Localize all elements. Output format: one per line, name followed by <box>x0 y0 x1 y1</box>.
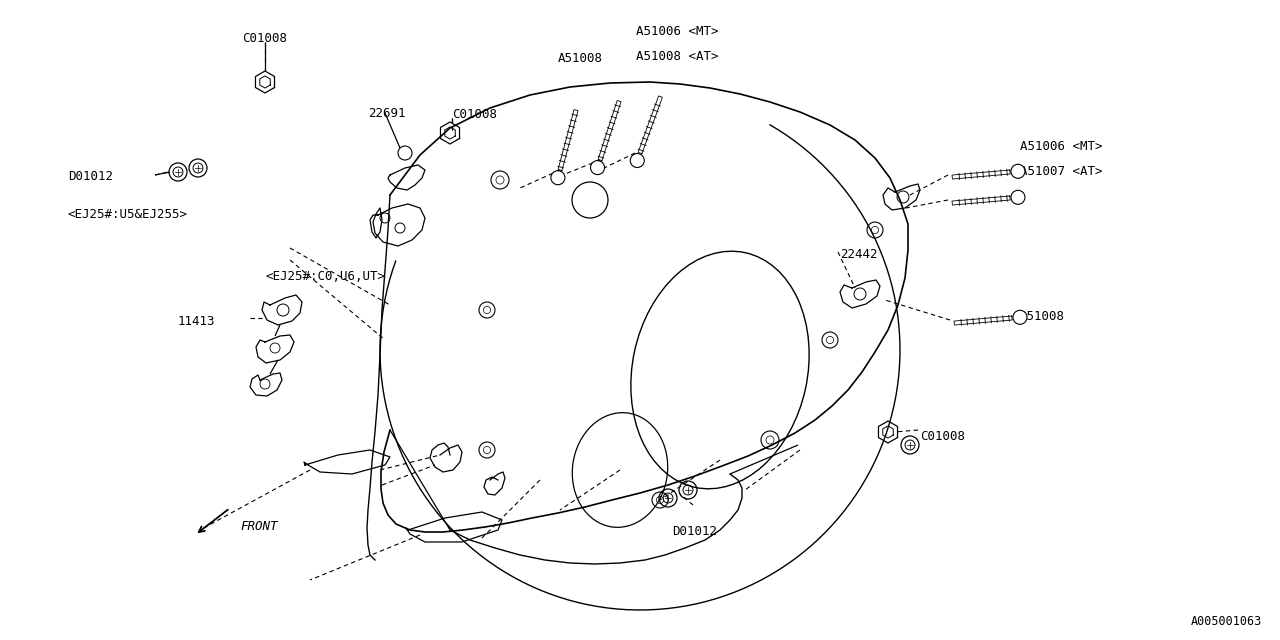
Circle shape <box>396 223 404 233</box>
Text: A005001063: A005001063 <box>1190 615 1262 628</box>
Circle shape <box>630 154 644 168</box>
Circle shape <box>189 159 207 177</box>
Text: 22442: 22442 <box>840 248 878 261</box>
Text: A51006 <MT>: A51006 <MT> <box>1020 140 1102 153</box>
Circle shape <box>1012 310 1027 324</box>
Circle shape <box>897 191 909 203</box>
Text: C01008: C01008 <box>242 32 288 45</box>
Circle shape <box>590 161 604 175</box>
Circle shape <box>270 343 280 353</box>
Text: D01012: D01012 <box>672 525 718 538</box>
Circle shape <box>276 304 289 316</box>
Circle shape <box>169 163 187 181</box>
Text: C01008: C01008 <box>452 108 497 121</box>
Circle shape <box>398 146 412 160</box>
Text: A51007 <AT>: A51007 <AT> <box>1020 165 1102 178</box>
Circle shape <box>1011 190 1025 204</box>
Circle shape <box>1011 164 1025 179</box>
Text: <EJ25#:C0,U6,UT>: <EJ25#:C0,U6,UT> <box>265 270 385 283</box>
Text: A51006 <MT>: A51006 <MT> <box>636 25 718 38</box>
Text: A51008 <AT>: A51008 <AT> <box>636 50 718 63</box>
Text: A51008: A51008 <box>1020 310 1065 323</box>
Text: 22691: 22691 <box>369 107 406 120</box>
Text: D01012: D01012 <box>68 170 113 183</box>
Circle shape <box>380 213 390 223</box>
Text: 11413: 11413 <box>178 315 215 328</box>
Circle shape <box>901 436 919 454</box>
Circle shape <box>659 489 677 507</box>
Circle shape <box>678 481 698 499</box>
Circle shape <box>854 288 867 300</box>
Circle shape <box>550 171 564 185</box>
Text: FRONT: FRONT <box>241 520 278 533</box>
Text: <EJ25#:U5&EJ255>: <EJ25#:U5&EJ255> <box>68 208 188 221</box>
Text: C01008: C01008 <box>920 430 965 443</box>
Text: A51008: A51008 <box>558 52 603 65</box>
